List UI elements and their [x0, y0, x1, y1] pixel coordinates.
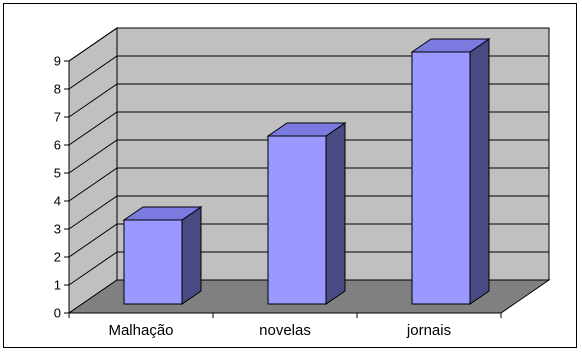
bar-front [123, 219, 183, 305]
bar-malhac-a-o [122, 206, 203, 305]
x-axis-labels: Malhação novelas jornais [108, 322, 451, 339]
x-category-label: jornais [406, 322, 451, 339]
bars [122, 38, 491, 305]
bar-side [181, 206, 202, 305]
bar-novelas [266, 122, 347, 305]
y-tick-label: 6 [54, 138, 61, 153]
chart-frame: 0 1 2 3 4 5 6 7 8 9 Malhação novelas jornais [3, 3, 577, 348]
y-tick-label: 5 [54, 166, 61, 181]
bar-jornais [410, 38, 491, 305]
bar-side [325, 122, 346, 305]
gridline [68, 83, 549, 118]
y-axis-ticks: 0 1 2 3 4 5 6 7 8 9 [54, 54, 69, 321]
gridline [68, 167, 549, 202]
bar-front [267, 135, 327, 305]
axes [68, 61, 502, 318]
y-tick-label: 0 [54, 306, 61, 321]
bar-side [469, 38, 490, 305]
y-tick-label: 3 [54, 222, 61, 237]
gridline [68, 27, 549, 62]
y-tick-label: 2 [54, 250, 61, 265]
y-tick-label: 7 [54, 110, 61, 125]
gridlines [68, 27, 549, 286]
y-tick-label: 4 [54, 194, 61, 209]
x-category-label: novelas [259, 322, 311, 339]
gridline [68, 251, 549, 286]
gridline [68, 55, 549, 90]
y-tick-label: 1 [54, 278, 61, 293]
x-category-label: Malhação [108, 322, 173, 339]
gridline [68, 223, 549, 258]
y-tick-label: 8 [54, 82, 61, 97]
side-wall [68, 27, 118, 314]
bar-chart: 0 1 2 3 4 5 6 7 8 9 Malhação novelas jornais [54, 27, 551, 339]
bar-front [411, 51, 471, 305]
gridline [68, 195, 549, 230]
y-tick-label: 9 [54, 54, 61, 69]
gridline [68, 111, 549, 146]
gridline [68, 139, 549, 174]
